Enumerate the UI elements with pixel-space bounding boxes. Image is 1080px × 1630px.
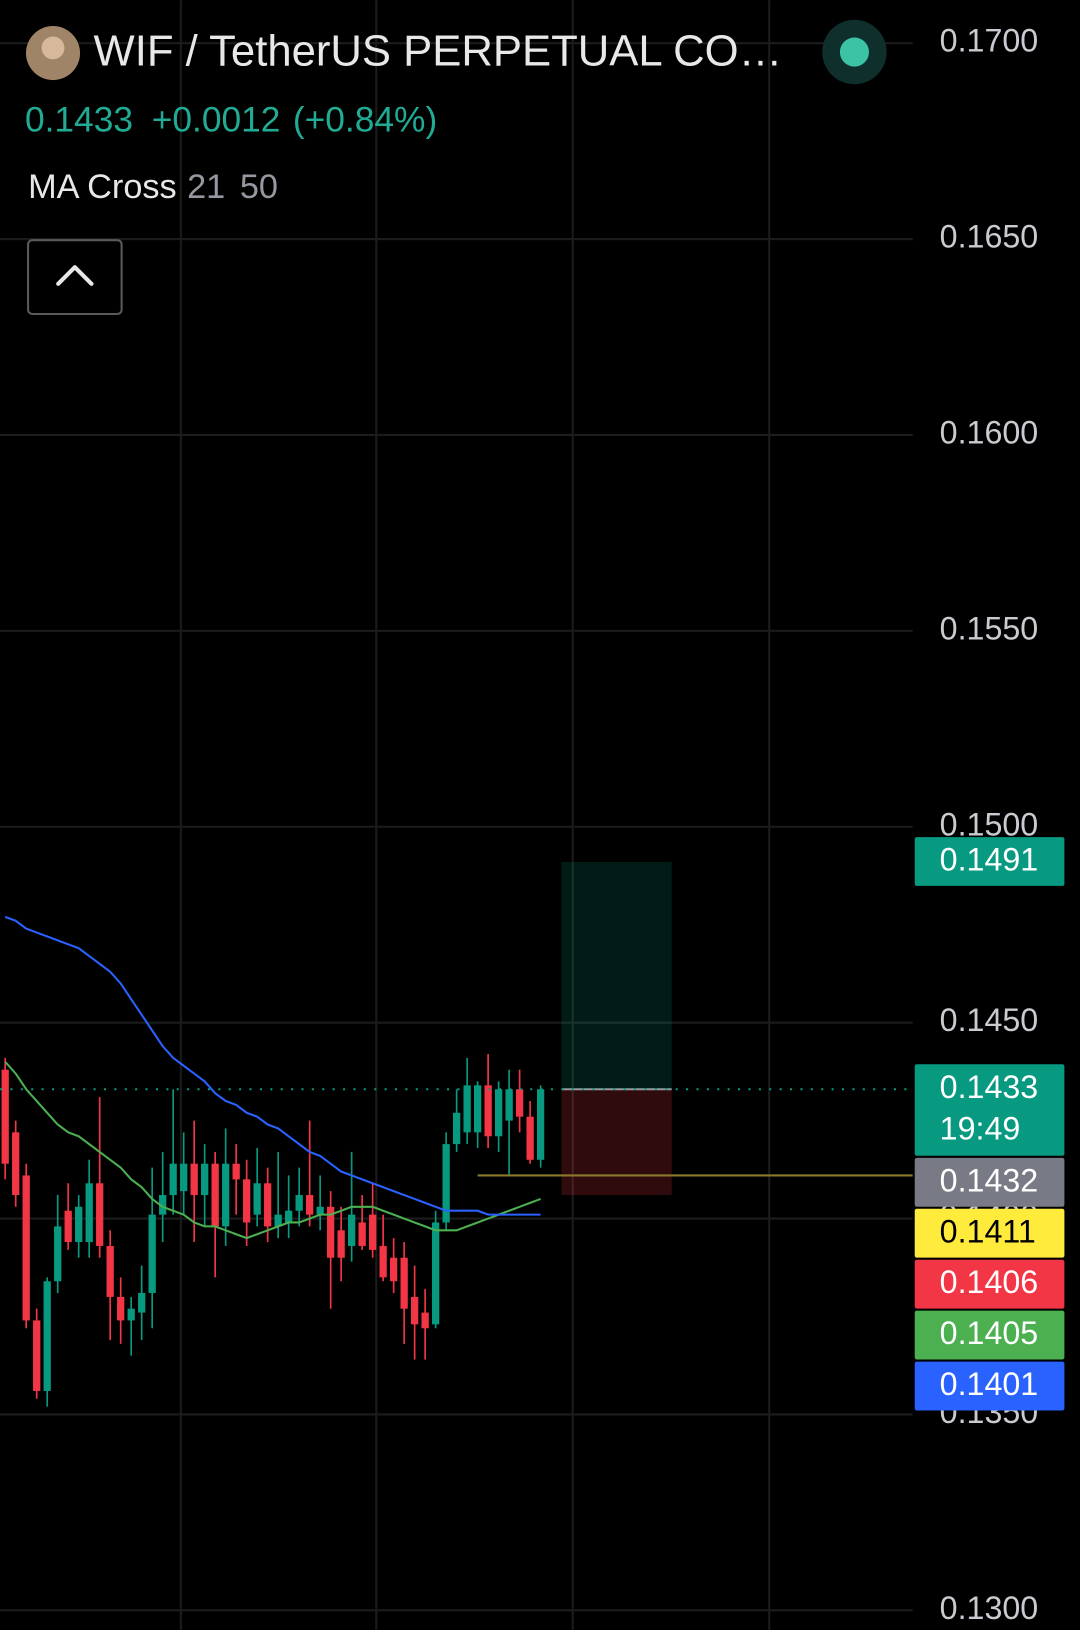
candle-body <box>390 1257 398 1282</box>
y-tick-label: 0.1600 <box>940 414 1039 450</box>
candle-body <box>369 1214 377 1250</box>
candle-body <box>473 1085 482 1133</box>
candle-body <box>127 1308 135 1321</box>
candle-body <box>64 1210 72 1243</box>
chevron-up-icon <box>56 265 94 286</box>
candle-body <box>1 1069 9 1164</box>
price-label-box <box>914 1064 1065 1156</box>
indicator-name: MA Cross <box>28 168 177 206</box>
candle-body <box>348 1214 356 1246</box>
moving-average-line <box>4 915 541 1216</box>
y-tick-label: 0.1650 <box>940 219 1039 255</box>
candle-body <box>484 1085 492 1137</box>
price-label: 0.1433 <box>940 1069 1039 1105</box>
header: WIF / TetherUS PERPETUAL CO… 0.1433 +0.00… <box>25 19 887 316</box>
candle-body <box>12 1132 20 1196</box>
candle-body <box>526 1116 534 1160</box>
position-loss-zone <box>561 1089 672 1196</box>
candle-body <box>85 1183 93 1243</box>
candle-body <box>253 1183 261 1215</box>
price-label-box <box>914 1157 1065 1207</box>
price-label-box <box>914 1208 1065 1258</box>
candle-body <box>337 1230 345 1258</box>
plot <box>0 862 913 1407</box>
candle-body <box>327 1206 335 1258</box>
bar-countdown: 19:49 <box>940 1110 1021 1146</box>
candle-body <box>232 1163 240 1180</box>
candle-body <box>180 1163 188 1192</box>
candle-body <box>463 1085 471 1133</box>
price-label: 0.1405 <box>940 1315 1039 1351</box>
candle-body <box>22 1175 30 1321</box>
price-label-box <box>914 1361 1065 1411</box>
candle-body <box>117 1296 125 1321</box>
candle-body <box>316 1206 324 1215</box>
price-label: 0.1411 <box>940 1213 1036 1249</box>
y-tick-label: 0.1450 <box>940 1002 1039 1038</box>
candle-body <box>138 1292 146 1313</box>
indicator-slow: 50 <box>240 168 278 206</box>
candle-body <box>274 1214 282 1227</box>
candle-body <box>222 1163 230 1227</box>
candle-body <box>33 1320 41 1391</box>
candle-body <box>43 1281 51 1391</box>
candle-body <box>536 1089 545 1160</box>
candle-body <box>96 1183 104 1246</box>
collapse-button[interactable] <box>27 239 123 316</box>
candle-body <box>494 1089 503 1137</box>
candle-body <box>400 1257 408 1309</box>
symbol-icon-face <box>41 36 65 60</box>
price-label: 0.1401 <box>940 1366 1039 1402</box>
price-change: +0.0012 <box>152 101 281 140</box>
candle-body <box>243 1179 251 1223</box>
candle-body <box>190 1163 198 1196</box>
price-label-box <box>914 1259 1065 1309</box>
candle-body <box>75 1206 83 1243</box>
candle-body <box>306 1195 314 1215</box>
candle-body <box>211 1163 219 1227</box>
price-line: 0.1433 +0.0012 (+0.84%) <box>25 101 437 140</box>
candle-body <box>442 1144 450 1223</box>
candle-body <box>432 1222 440 1325</box>
price-label-box <box>914 1310 1065 1360</box>
price-label: 0.1406 <box>940 1264 1039 1300</box>
indicator-fast: 21 <box>187 168 225 206</box>
candle-body <box>515 1089 524 1117</box>
indicator-legend[interactable]: MA Cross 21 50 <box>28 168 278 206</box>
candle-body <box>411 1296 419 1325</box>
candle-body <box>148 1214 156 1293</box>
candle-body <box>201 1163 209 1196</box>
last-price: 0.1433 <box>25 101 133 140</box>
symbol-title[interactable]: WIF / TetherUS PERPETUAL CO… <box>94 27 783 76</box>
price-change-pct: (+0.84%) <box>293 101 437 140</box>
price-label: 0.1432 <box>940 1162 1039 1198</box>
candle-body <box>452 1112 461 1145</box>
candle-body <box>505 1089 513 1121</box>
status-dot <box>839 37 869 67</box>
candle-body <box>159 1195 167 1215</box>
position-profit-zone <box>561 862 672 1090</box>
y-tick-label: 0.1300 <box>940 1590 1039 1626</box>
y-tick-label: 0.1700 <box>940 23 1039 59</box>
y-tick-label: 0.1550 <box>940 610 1039 646</box>
moving-average-line <box>4 1061 541 1240</box>
candle-body <box>421 1312 429 1329</box>
candle-body <box>295 1195 303 1211</box>
price-axis: 0.1700 0.1650 0.1600 0.1550 0.1500 0.1450 0.14… <box>914 23 1065 1626</box>
candle-body <box>106 1245 114 1297</box>
candle-body <box>264 1183 272 1227</box>
price-label-box <box>914 837 1065 886</box>
price-label: 0.1491 <box>940 842 1039 878</box>
grid <box>0 0 913 1630</box>
y-tick-label: 0.1500 <box>940 806 1039 842</box>
candle-body <box>54 1226 62 1282</box>
candle-body <box>285 1210 293 1223</box>
candle-body <box>379 1245 387 1278</box>
candle-body <box>169 1163 177 1196</box>
candle-body <box>358 1222 366 1246</box>
